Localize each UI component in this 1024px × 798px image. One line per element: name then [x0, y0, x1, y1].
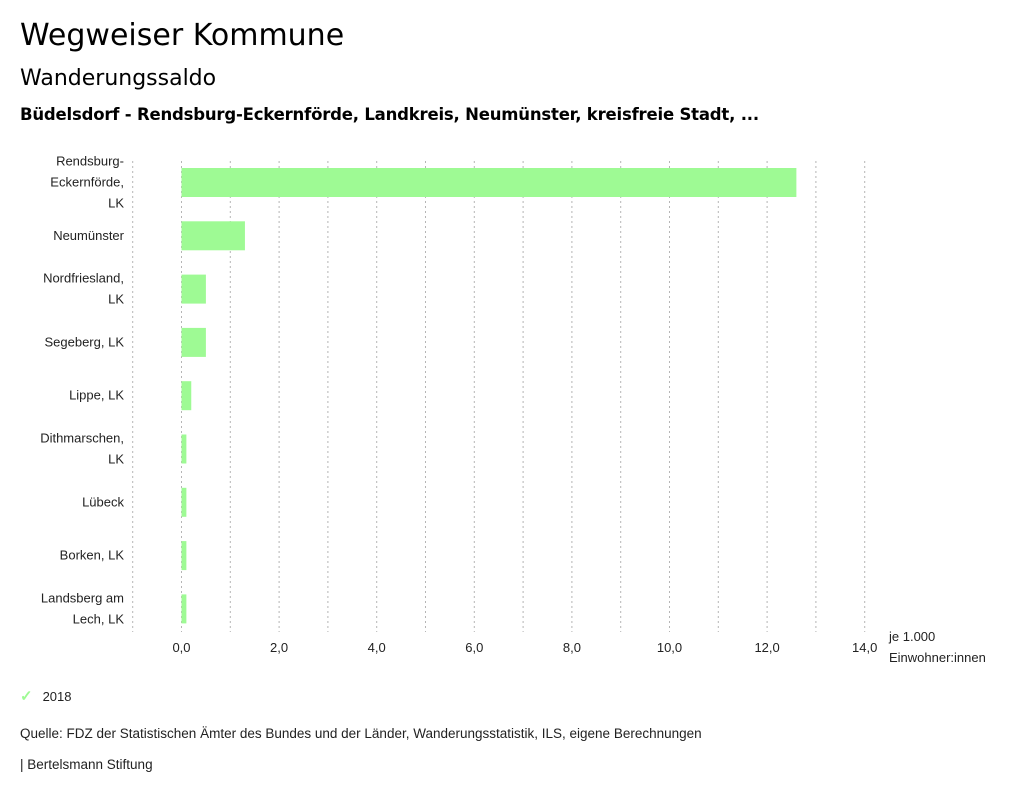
- category-labels: Rendsburg- Eckernförde, LK Neumünster Nordfr…: [40, 154, 124, 627]
- region-title: Büdelsdorf - Rendsburg-Eckernförde, Land…: [20, 105, 759, 124]
- bar-chart: Rendsburg- Eckernförde, LK Neumünster Nordfr…: [40, 154, 986, 666]
- bar[interactable]: [181, 274, 206, 304]
- x-tick-label: 12,0: [754, 640, 779, 655]
- x-tick-label: 4,0: [368, 640, 386, 655]
- legend-label: 2018: [42, 688, 72, 704]
- category-label: Nordfriesland, LK: [43, 271, 124, 307]
- category-label-line: Borken, LK: [60, 548, 125, 563]
- category-label-line: Neumünster: [53, 228, 124, 243]
- category-label: Neumünster: [53, 228, 124, 243]
- x-axis-label-line: je 1.000: [888, 629, 935, 644]
- bar[interactable]: [181, 221, 245, 251]
- category-label-line: Landsberg am: [41, 590, 124, 605]
- category-label-line: Rendsburg-: [56, 154, 124, 169]
- x-tick-label: 6,0: [465, 640, 483, 655]
- x-tick-label: 8,0: [563, 640, 581, 655]
- category-label: Borken, LK: [60, 548, 125, 563]
- category-label-line: Nordfriesland,: [43, 271, 124, 286]
- category-label-line: LK: [108, 196, 124, 211]
- bars: [181, 168, 797, 624]
- category-label: Segeberg, LK: [44, 334, 124, 349]
- category-label: Dithmarschen, LK: [40, 431, 124, 467]
- bar[interactable]: [181, 487, 187, 517]
- source-note: Quelle: FDZ der Statistischen Ämter des …: [20, 726, 702, 741]
- brand-note: | Bertelsmann Stiftung: [20, 757, 153, 772]
- category-label-line: Lech, LK: [73, 611, 125, 626]
- category-label-line: LK: [108, 452, 124, 467]
- category-label-line: Dithmarschen,: [40, 431, 124, 446]
- bar[interactable]: [181, 594, 187, 624]
- bar[interactable]: [181, 381, 192, 411]
- category-label: Landsberg am Lech, LK: [41, 590, 124, 626]
- category-label: Lübeck: [82, 494, 124, 509]
- category-label-line: Lippe, LK: [69, 388, 124, 403]
- legend-item-2018[interactable]: ✓ 2018: [20, 687, 72, 705]
- x-tick-label: 10,0: [657, 640, 682, 655]
- category-label-line: Segeberg, LK: [44, 334, 124, 349]
- x-tick-label: 14,0: [852, 640, 877, 655]
- category-label: Lippe, LK: [69, 388, 124, 403]
- category-label-line: Eckernförde,: [50, 175, 124, 190]
- x-axis-label-line: Einwohner:innen: [889, 650, 986, 665]
- check-icon: ✓: [20, 688, 33, 705]
- category-label-line: Lübeck: [82, 494, 124, 509]
- bar[interactable]: [181, 327, 206, 357]
- category-label: Rendsburg- Eckernförde, LK: [50, 154, 124, 211]
- bar[interactable]: [181, 168, 797, 197]
- x-tick-labels: 0,0 2,0 4,0 6,0 8,0 10,0 12,0 14,0: [172, 640, 877, 655]
- chart-subtitle: Wanderungssaldo: [20, 66, 217, 91]
- page-title: Wegweiser Kommune: [20, 18, 345, 53]
- bar[interactable]: [181, 434, 187, 464]
- category-label-line: LK: [108, 292, 124, 307]
- gridlines: [132, 161, 866, 632]
- x-tick-label: 0,0: [172, 640, 190, 655]
- x-axis-label: je 1.000 Einwohner:innen: [888, 629, 986, 665]
- bar[interactable]: [181, 541, 187, 571]
- x-tick-label: 2,0: [270, 640, 288, 655]
